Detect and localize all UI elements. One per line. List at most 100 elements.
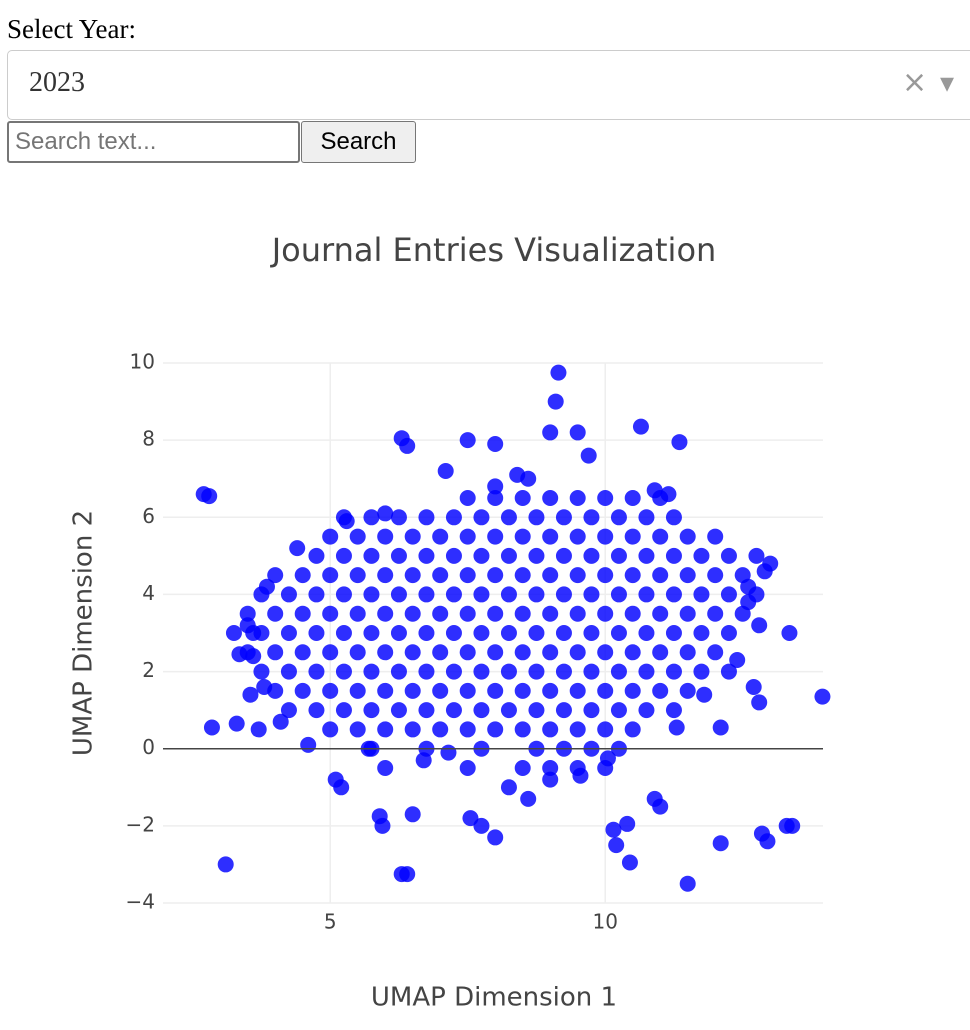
point: [500, 586, 517, 603]
point: [748, 547, 765, 564]
point: [404, 682, 421, 699]
point: [751, 617, 768, 634]
point: [432, 682, 449, 699]
point: [646, 482, 663, 499]
point: [610, 547, 627, 564]
point: [514, 605, 531, 622]
point: [729, 652, 746, 668]
clear-button[interactable]: ×: [902, 65, 928, 100]
point: [228, 715, 245, 732]
point: [377, 505, 394, 522]
search-button[interactable]: Search: [301, 121, 416, 163]
year-dropdown[interactable]: 2023 × ▾: [7, 50, 970, 120]
point: [638, 509, 655, 526]
point: [459, 432, 476, 449]
point: [445, 702, 462, 719]
point: [231, 646, 248, 663]
point: [308, 625, 325, 641]
point: [289, 540, 306, 557]
point: [660, 486, 677, 503]
point: [404, 567, 421, 584]
point: [256, 679, 273, 695]
y-tick-label: 2: [142, 658, 155, 682]
point: [569, 567, 586, 584]
point: [569, 528, 586, 545]
point: [459, 605, 476, 622]
y-tick-label: 0: [142, 735, 155, 759]
point: [668, 719, 685, 736]
point: [404, 721, 421, 738]
x-tick-label: 5: [324, 910, 337, 934]
point: [707, 567, 724, 584]
point: [528, 586, 545, 603]
point: [569, 682, 586, 699]
point: [583, 663, 600, 680]
point: [597, 682, 614, 699]
point: [322, 721, 339, 738]
point: [583, 509, 600, 526]
point: [624, 567, 641, 584]
y-tick-label: 6: [142, 504, 155, 528]
point: [624, 682, 641, 699]
point: [201, 488, 218, 505]
point: [632, 418, 649, 435]
point: [377, 682, 394, 699]
point: [583, 702, 600, 719]
point: [665, 702, 682, 719]
point: [267, 605, 284, 622]
point: [542, 567, 559, 584]
point: [608, 837, 625, 854]
point: [418, 625, 435, 641]
point: [624, 721, 641, 738]
point: [294, 567, 311, 584]
point: [610, 702, 627, 719]
point: [322, 605, 339, 622]
point: [280, 663, 297, 680]
point: [542, 644, 559, 661]
point: [390, 586, 407, 603]
dropdown-arrow[interactable]: ▾: [940, 66, 955, 99]
point: [759, 833, 776, 850]
point: [432, 528, 449, 545]
point: [487, 567, 504, 584]
point: [500, 625, 517, 641]
point: [253, 663, 270, 680]
point: [652, 528, 669, 545]
point: [418, 586, 435, 603]
point: [445, 625, 462, 641]
point: [520, 790, 537, 807]
point: [814, 688, 831, 705]
point: [542, 771, 559, 788]
point: [597, 721, 614, 738]
point: [349, 528, 366, 545]
chart: Journal Entries Visualization UMAP Dimen…: [69, 231, 831, 1013]
points: [195, 364, 831, 892]
search-input[interactable]: [7, 121, 300, 163]
point: [272, 713, 289, 730]
point: [610, 663, 627, 680]
point: [610, 509, 627, 526]
point: [569, 605, 586, 622]
point: [404, 644, 421, 661]
point: [500, 509, 517, 526]
y-tick-label: 4: [142, 581, 155, 605]
y-tick-label: −2: [126, 812, 155, 836]
x-tick-label: 10: [592, 910, 617, 934]
point: [751, 694, 768, 711]
point: [473, 663, 490, 680]
y-axis-title: UMAP Dimension 2: [69, 510, 99, 756]
point: [432, 721, 449, 738]
point: [322, 682, 339, 699]
point: [487, 490, 504, 506]
point: [377, 528, 394, 545]
point: [624, 528, 641, 545]
point: [487, 528, 504, 545]
y-tick-label: 10: [130, 350, 155, 374]
point: [679, 528, 696, 545]
point: [720, 625, 737, 641]
point: [377, 567, 394, 584]
point: [203, 719, 220, 736]
point: [404, 528, 421, 545]
point: [294, 682, 311, 699]
